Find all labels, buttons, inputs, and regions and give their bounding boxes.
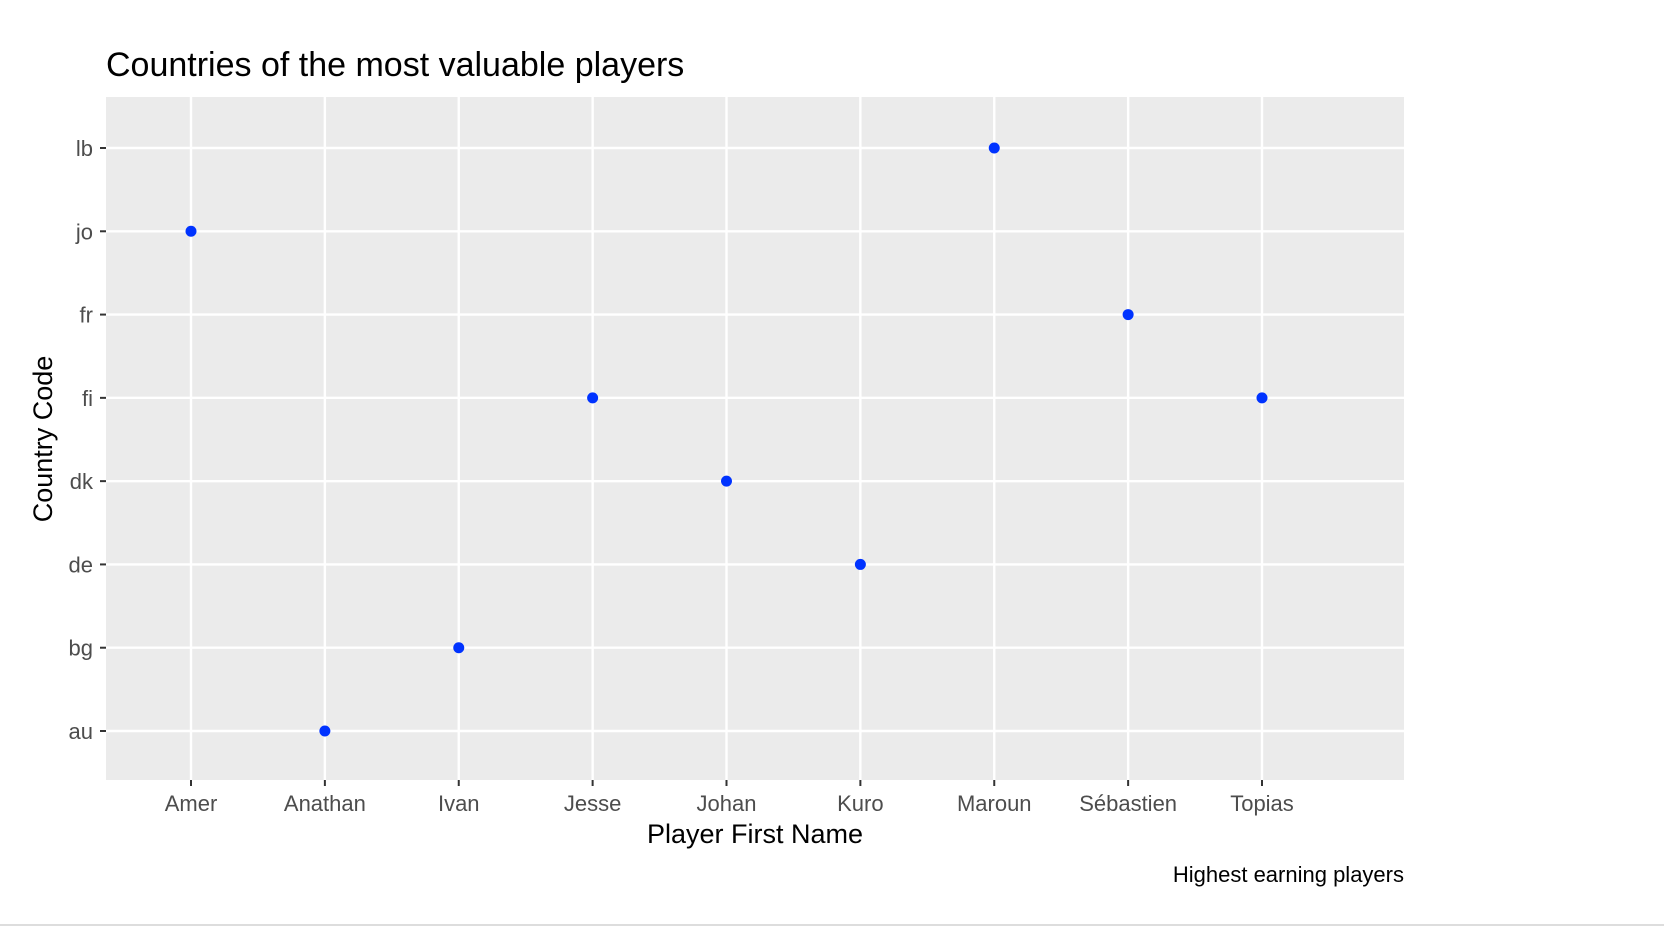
x-tick-label: Ivan [438, 791, 480, 816]
data-point [587, 392, 599, 404]
data-point [1256, 392, 1268, 404]
y-tick-label: jo [75, 219, 93, 244]
x-tick-label: Sébastien [1079, 791, 1177, 816]
data-point [1122, 309, 1134, 321]
chart-caption: Highest earning players [1173, 862, 1404, 887]
bottom-divider [0, 924, 1664, 926]
data-point [988, 142, 1000, 154]
y-axis-title: Country Code [28, 356, 58, 523]
x-tick-label: Jesse [564, 791, 621, 816]
data-point [185, 225, 197, 237]
y-axis: au bg de dk fi fr jo lb [69, 136, 106, 744]
data-point [721, 475, 732, 487]
x-axis: Amer Anathan Ivan Jesse Johan Kuro Maroun Sébas… [165, 780, 1294, 816]
y-tick-label: fr [80, 303, 93, 328]
x-tick-label: Topias [1230, 791, 1294, 816]
x-tick-label: Anathan [284, 791, 366, 816]
y-tick-label: fi [82, 386, 93, 411]
y-tick-label: au [69, 719, 93, 744]
data-point [319, 725, 331, 737]
plot-panel [106, 97, 1404, 780]
grid-lines [106, 97, 1404, 780]
x-tick-label: Kuro [837, 791, 883, 816]
data-points [185, 142, 1268, 737]
y-tick-label: bg [69, 636, 93, 661]
x-tick-label: Johan [697, 791, 757, 816]
chart-title: Countries of the most valuable players [106, 46, 684, 84]
y-tick-label: dk [70, 469, 94, 494]
y-tick-label: de [69, 552, 93, 577]
x-tick-label: Maroun [957, 791, 1032, 816]
data-point [854, 558, 866, 570]
x-tick-label: Amer [165, 791, 218, 816]
x-axis-title: Player First Name [647, 819, 863, 849]
y-tick-label: lb [76, 136, 93, 161]
data-point [453, 642, 465, 654]
